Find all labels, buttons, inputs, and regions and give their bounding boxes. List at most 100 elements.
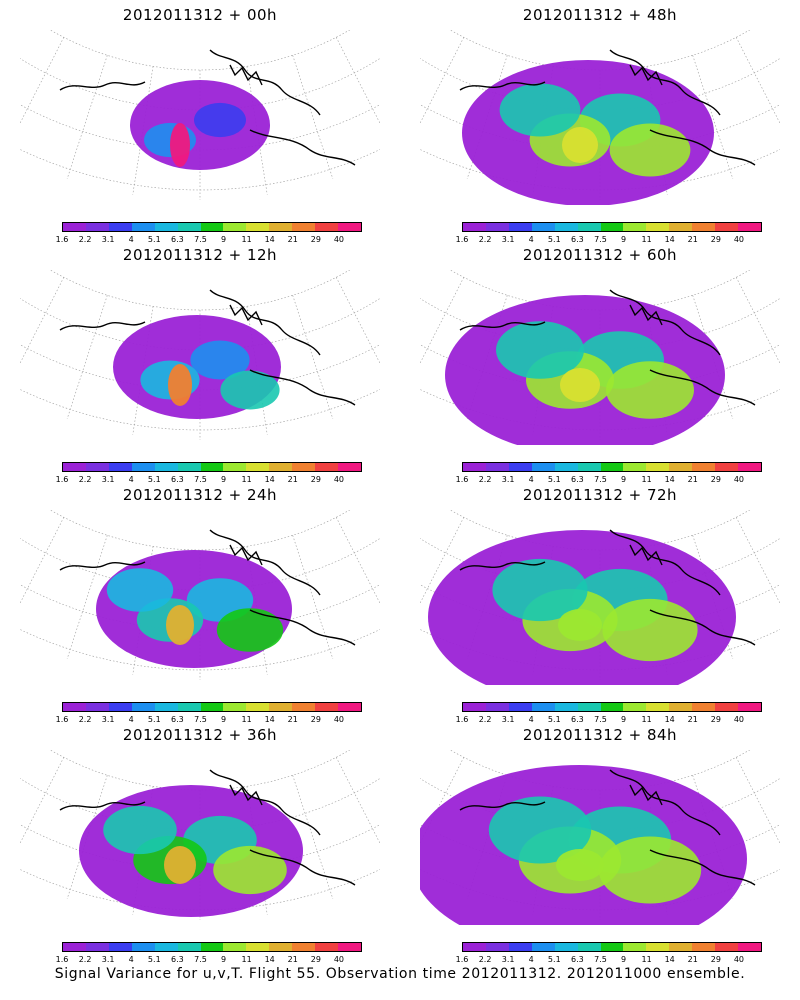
variance-field-contour (609, 123, 691, 177)
colorbar-tick-label: 9 (220, 235, 227, 244)
colorbar-segment (554, 943, 578, 951)
colorbar-segment (246, 943, 270, 951)
colorbar-tick-label: 29 (310, 475, 321, 484)
colorbar (62, 222, 362, 232)
graticule-meridian (420, 757, 465, 844)
colorbar-tick-label: 21 (287, 715, 298, 724)
colorbar-tick-label: 9 (620, 955, 627, 964)
coastline (609, 49, 721, 116)
variance-field-contour (190, 340, 250, 380)
colorbar-tick-label: 40 (333, 715, 345, 724)
coastline (629, 64, 663, 86)
colorbar-tick-label: 2.2 (478, 235, 492, 244)
panel-title: 2012011312 + 00h (122, 6, 278, 24)
colorbar-segment (669, 943, 693, 951)
map-panel: 2012011312 + 60h 1.6 2.2 3.1 4 5.1 6.3 7.5 9 11 1… (400, 240, 800, 484)
graticule-meridian (246, 66, 268, 195)
colorbar-segment (246, 463, 270, 471)
colorbar-segment (108, 703, 132, 711)
colorbar-segment (669, 703, 693, 711)
colorbar-segment (223, 943, 247, 951)
panel-title: 2012011312 + 12h (122, 246, 278, 264)
variance-field-contour (488, 796, 592, 864)
panel-title: 2012011312 + 36h (122, 726, 278, 744)
variance-field-contour (492, 558, 588, 622)
coastline (649, 369, 756, 406)
colorbar-segment (692, 703, 716, 711)
colorbar-tick-label: 7.5 (594, 235, 607, 244)
colorbar-tick-label: 14 (664, 715, 675, 724)
colorbar-tick-label: 5.1 (547, 715, 561, 724)
map-panel: 2012011312 + 24h 1.6 2.2 3.1 4 5.1 6.3 7.5 9 11 1… (0, 480, 400, 724)
colorbar-segment (508, 223, 532, 231)
colorbar-segment (269, 943, 293, 951)
graticule-meridian (292, 535, 334, 660)
graticule-parallel (49, 270, 351, 311)
colorbar-tick-label: 29 (710, 235, 721, 244)
colorbar-tick-label: 1.6 (455, 235, 469, 244)
colorbar-segment (692, 943, 716, 951)
colorbar-tick-label: 21 (287, 955, 298, 964)
colorbar-tick-label: 2.2 (478, 955, 492, 964)
variance-map (420, 750, 780, 925)
graticule-parallel (49, 750, 351, 791)
graticule-meridian (420, 510, 424, 598)
graticule-meridian (735, 517, 780, 604)
colorbar-segment (531, 703, 555, 711)
colorbar-segment (531, 463, 555, 471)
colorbar-segment (577, 223, 601, 231)
colorbar-segment (485, 223, 509, 231)
colorbar-segment (154, 943, 178, 951)
colorbar-tick-label: 1.6 (55, 235, 69, 244)
colorbar-tick-label: 29 (310, 715, 321, 724)
coastline (629, 784, 663, 806)
colorbar-tick-label: 21 (687, 475, 698, 484)
coastline (609, 769, 721, 836)
colorbar-tick-label: 4 (528, 715, 534, 724)
colorbar-tick-label: 9 (220, 475, 227, 484)
graticule-meridian (735, 757, 780, 844)
coastline (249, 849, 356, 886)
colorbar-tick-label: 40 (333, 955, 345, 964)
variance-field-contour (598, 836, 702, 904)
colorbar-tick-label: 1.6 (55, 475, 69, 484)
graticule-meridian (420, 517, 465, 604)
colorbar-segment (715, 463, 739, 471)
graticule-meridian (292, 775, 334, 900)
coastline (649, 609, 756, 646)
colorbar-tick-label: 14 (664, 955, 675, 964)
colorbar-segment (85, 943, 109, 951)
colorbar-tick-label: 2.2 (478, 475, 492, 484)
graticule-parallel (449, 270, 751, 311)
colorbar-segment (200, 223, 224, 231)
colorbar (62, 942, 362, 952)
graticule-meridian (692, 295, 734, 420)
variance-peak (164, 846, 196, 884)
colorbar-segment (577, 463, 601, 471)
graticule-meridian (20, 750, 24, 838)
colorbar-tick-label: 2.2 (78, 955, 92, 964)
colorbar-segment (292, 703, 316, 711)
colorbar-segment (63, 223, 86, 231)
colorbar-tick-label: 3.1 (501, 235, 515, 244)
variance-peak (562, 127, 598, 163)
colorbar-labels: 1.6 2.2 3.1 4 5.1 6.3 7.5 9 11 14 21 29 40 (56, 475, 360, 487)
colorbar-tick-label: 29 (710, 715, 721, 724)
graticule-meridian (335, 757, 380, 844)
colorbar-tick-label: 2.2 (478, 715, 492, 724)
variance-peak (558, 609, 602, 641)
graticule-meridian (132, 66, 154, 195)
colorbar-segment (485, 703, 509, 711)
coastline (459, 81, 546, 91)
graticule-meridian (66, 55, 108, 180)
colorbar (62, 462, 362, 472)
colorbar-segment (623, 463, 647, 471)
graticule-meridian (20, 270, 24, 358)
map-panel: 2012011312 + 12h 1.6 2.2 3.1 4 5.1 6.3 7.5 9 11 1… (0, 240, 400, 484)
colorbar-segment (63, 943, 86, 951)
variance-map (20, 270, 380, 440)
graticule-meridian (776, 270, 780, 358)
colorbar-labels: 1.6 2.2 3.1 4 5.1 6.3 7.5 9 11 14 21 29 40 (56, 235, 360, 247)
colorbar-segment (292, 223, 316, 231)
figure-caption: Signal Variance for u,v,T. Flight 55. Ob… (54, 966, 746, 982)
